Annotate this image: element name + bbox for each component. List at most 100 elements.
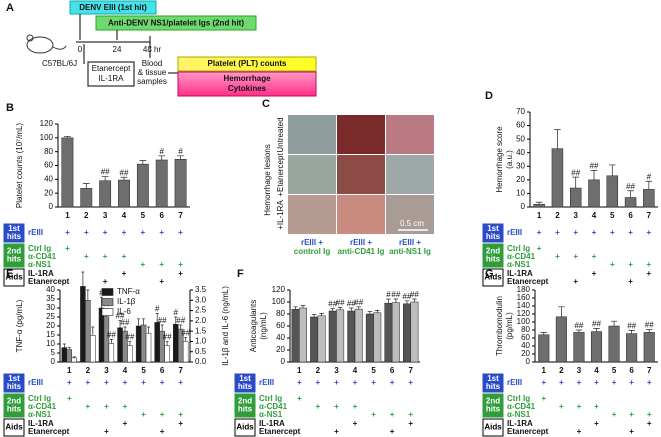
treatment-mark: + xyxy=(594,419,599,428)
treatment-mark: + xyxy=(123,402,128,411)
error-bar xyxy=(628,330,635,334)
panel-label: G xyxy=(485,268,494,280)
y-tick-label: 60 xyxy=(521,333,530,342)
treatment-mark: + xyxy=(628,260,633,269)
y2-tick-label: 1.0 xyxy=(195,337,207,346)
x-tick-label: 2 xyxy=(559,366,564,375)
error-bar xyxy=(101,176,109,181)
y-tick-label: 0 xyxy=(526,357,531,366)
x-tick-label: 2 xyxy=(86,366,91,375)
y2-tick-label: 0.5 xyxy=(195,347,207,356)
error-bar xyxy=(139,160,147,165)
error-bar xyxy=(128,341,132,346)
x-tick-label: 4 xyxy=(592,211,597,220)
treatment-mark: + xyxy=(159,228,164,237)
treatment-mark: + xyxy=(577,402,582,411)
bar xyxy=(373,312,382,363)
y-tick-label: 15 xyxy=(46,330,55,339)
aids-box xyxy=(87,61,135,87)
group-label: 2nd xyxy=(486,247,500,256)
row-label: α-NS1 xyxy=(28,410,52,419)
row-label: Etanercept xyxy=(507,277,549,286)
y-tick-label: 0 xyxy=(51,357,56,366)
error-bar xyxy=(155,313,159,323)
hit2: Anti-DENV NS1/platelet Igs (2nd hit) xyxy=(108,19,244,28)
y-tick-label: 40 xyxy=(46,285,55,294)
significance: ## xyxy=(181,328,190,337)
column-label: anti-CD41 Ig xyxy=(338,247,385,256)
treatment-mark: + xyxy=(141,378,146,387)
treatment-mark: + xyxy=(573,277,578,286)
scale-label: 0.5 cm xyxy=(400,219,424,228)
significance: ## xyxy=(121,318,130,327)
y-tick-label: 20 xyxy=(516,175,525,184)
treatment-mark: + xyxy=(541,378,546,387)
bar xyxy=(118,179,130,208)
aid: Etanercept xyxy=(92,64,131,73)
column-label: control Ig xyxy=(294,247,331,256)
error-bar xyxy=(99,296,103,308)
treatment-mark: + xyxy=(84,228,89,237)
error-bar xyxy=(535,201,543,205)
x-tick-label: 1 xyxy=(67,366,72,375)
time-label: 24 xyxy=(113,45,122,54)
error-bar xyxy=(412,298,417,302)
group-label: 2nd xyxy=(7,397,21,406)
y2-tick-label: 0.0 xyxy=(195,357,207,366)
treatment-mark: + xyxy=(594,378,599,387)
bar xyxy=(71,357,77,363)
error-bar xyxy=(160,324,164,332)
row-label: α-CD41 xyxy=(259,402,288,411)
row-label: rEIII xyxy=(28,228,43,237)
group-label: hits xyxy=(7,405,22,414)
error-bar xyxy=(118,320,122,328)
bar xyxy=(136,163,149,208)
group-label: hits xyxy=(486,382,501,391)
x-tick-label: 2 xyxy=(84,211,89,220)
treatment-mark: + xyxy=(122,269,127,278)
y-tick-label: 40 xyxy=(516,148,525,157)
treatment-mark: + xyxy=(592,228,597,237)
treatment-mark: + xyxy=(122,228,127,237)
x-tick-label: 7 xyxy=(178,366,183,375)
treatment-mark: + xyxy=(178,378,183,387)
significance: ## xyxy=(336,299,345,308)
y-tick-label: 20 xyxy=(521,349,530,358)
y-tick-label: 20 xyxy=(276,345,285,354)
significance: ## xyxy=(571,168,580,177)
treatment-mark: + xyxy=(160,427,165,436)
group-label: Aids xyxy=(5,423,23,432)
treatment-mark: + xyxy=(408,410,413,419)
treatment-mark: + xyxy=(577,427,582,436)
sampling: Blood xyxy=(142,59,162,68)
y-axis-label: Thrombomodulin xyxy=(495,296,504,356)
y2-tick-label: 2.5 xyxy=(195,306,207,315)
row-label: Ctrl Ig xyxy=(28,244,51,253)
y-tick-label: 120 xyxy=(40,119,54,128)
significance: ## xyxy=(410,290,419,299)
error-bar xyxy=(646,329,653,333)
x-tick-label: 6 xyxy=(159,211,164,220)
group-label: 1st xyxy=(8,224,20,233)
bar xyxy=(551,148,564,208)
treatment-mark: + xyxy=(353,419,358,428)
bar xyxy=(80,286,86,363)
treatment-mark: + xyxy=(103,252,108,261)
y-tick-label: 5 xyxy=(51,348,56,357)
treatment-mark: + xyxy=(104,378,109,387)
group-label: Aids xyxy=(236,423,254,432)
row-label: Etanercept xyxy=(259,427,301,436)
row-label: Ctrl Ig xyxy=(28,394,51,403)
group-box xyxy=(3,243,25,268)
error-bar xyxy=(554,129,561,149)
treatment-mark: + xyxy=(141,228,146,237)
bar xyxy=(403,303,411,363)
y-tick-label: 100 xyxy=(40,133,54,142)
x-tick-label: 4 xyxy=(122,211,127,220)
y-tick-label: 60 xyxy=(516,121,525,130)
y-tick-label: 120 xyxy=(517,309,531,318)
bar xyxy=(533,204,545,208)
error-bar xyxy=(179,324,183,330)
y2-axis-label: IL-1β and IL-6 (ng/mL) xyxy=(221,286,230,366)
treatment-mark: + xyxy=(594,402,599,411)
